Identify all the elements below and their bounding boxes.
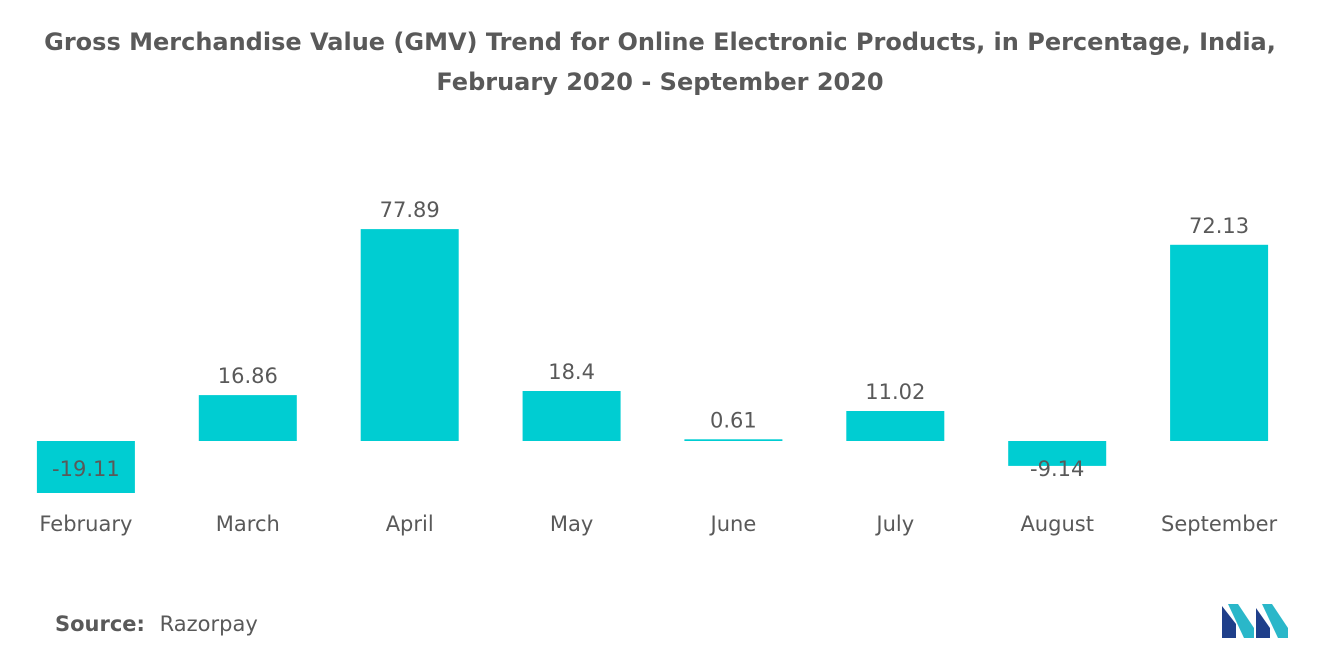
category-labels-group: February March April May June July August Septe… bbox=[39, 512, 1277, 536]
bar-may bbox=[522, 391, 621, 441]
value-label-august: -9.14 bbox=[1030, 457, 1084, 481]
value-label-may: 18.4 bbox=[548, 360, 595, 384]
value-label-february: -19.11 bbox=[52, 457, 120, 481]
category-label-february: February bbox=[39, 512, 132, 536]
chart-title: Gross Merchandise Value (GMV) Trend for … bbox=[0, 22, 1320, 102]
value-label-june: 0.61 bbox=[710, 408, 757, 432]
value-label-march: 16.86 bbox=[218, 364, 278, 388]
bar-april bbox=[360, 229, 459, 441]
bar-september bbox=[1170, 244, 1269, 441]
bar-august bbox=[1008, 441, 1107, 466]
category-label-june: June bbox=[709, 512, 757, 536]
category-label-march: March bbox=[216, 512, 280, 536]
source-value: Razorpay bbox=[159, 612, 258, 636]
value-label-july: 11.02 bbox=[865, 380, 925, 404]
category-label-april: April bbox=[386, 512, 434, 536]
value-label-september: 72.13 bbox=[1189, 214, 1249, 238]
bar-chart: -19.1116.8677.8918.40.6111.02-9.1472.13 … bbox=[36, 198, 1278, 536]
bar-march bbox=[198, 395, 297, 441]
category-label-july: July bbox=[874, 512, 914, 536]
category-label-august: August bbox=[1020, 512, 1094, 536]
bar-june bbox=[684, 439, 783, 441]
value-labels-group: -19.11 16.86 77.89 18.4 0.61 11.02 -9.14 72.13 bbox=[52, 198, 1249, 481]
chart-title-line-1: Gross Merchandise Value (GMV) Trend for … bbox=[44, 28, 1276, 56]
bar-february bbox=[36, 441, 135, 493]
category-label-may: May bbox=[550, 512, 593, 536]
value-label-april: 77.89 bbox=[380, 198, 440, 222]
source-note: Source: Razorpay bbox=[55, 612, 258, 636]
bars-group bbox=[36, 229, 1269, 493]
source-label: Source: bbox=[55, 612, 145, 636]
category-label-september: September bbox=[1161, 512, 1277, 536]
mordor-logo-icon bbox=[1222, 604, 1288, 638]
chart-title-line-2: February 2020 - September 2020 bbox=[436, 68, 884, 96]
bar-july bbox=[846, 411, 945, 441]
